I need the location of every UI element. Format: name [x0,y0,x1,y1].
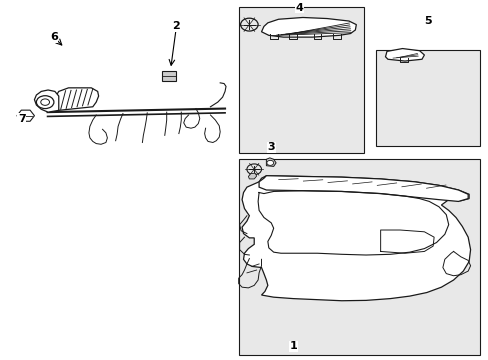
Text: 6: 6 [50,32,58,42]
Polygon shape [259,176,467,202]
Text: 1: 1 [289,341,296,351]
Polygon shape [266,158,276,166]
Bar [238,7,363,153]
Bar [238,158,479,355]
Polygon shape [56,88,99,111]
Polygon shape [17,110,34,121]
Text: 7: 7 [18,113,26,123]
Bar [162,71,176,81]
Text: 2: 2 [172,21,180,31]
Polygon shape [261,18,356,37]
Bar [375,50,479,146]
Polygon shape [248,173,256,179]
Polygon shape [242,176,469,301]
Circle shape [36,96,54,109]
Circle shape [41,99,49,105]
Polygon shape [34,90,59,112]
Text: 3: 3 [267,142,274,152]
Circle shape [266,160,273,165]
Text: 5: 5 [424,16,431,26]
Polygon shape [385,49,424,61]
Text: 4: 4 [295,3,303,13]
